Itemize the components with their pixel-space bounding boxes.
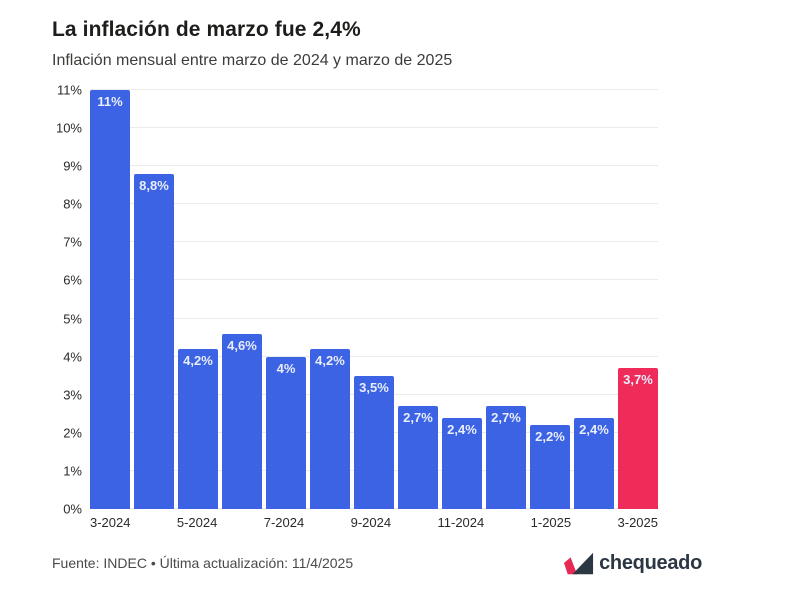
- bar-slot: 4,6%: [222, 90, 262, 509]
- logo: chequeado: [564, 550, 702, 576]
- y-tick-label: 1%: [63, 463, 82, 479]
- bar-slot: 2,2%: [530, 90, 570, 509]
- bar: 11%: [90, 90, 130, 509]
- bar-slot: 2,4%: [574, 90, 614, 509]
- bar-slot: 2,4%: [442, 90, 482, 509]
- bar: 4,2%: [178, 349, 218, 509]
- bar-slot: 3,5%: [354, 90, 394, 509]
- bar-value-label: 2,2%: [535, 429, 565, 445]
- bar-value-label: 3,7%: [623, 372, 653, 388]
- x-tick-label: 1-2025: [530, 515, 572, 530]
- x-tick-label: 3-2025: [617, 515, 658, 530]
- x-tick-label: 11-2024: [437, 515, 485, 530]
- y-tick-label: 9%: [63, 158, 82, 174]
- gridline: [90, 241, 658, 243]
- bar-value-label: 2,4%: [447, 421, 477, 437]
- plot-area: 11% 8,8% 4,2% 4,6% 4% 4,2% 3,5% 2,7% 2,4% 2,7% 2,2…: [90, 89, 658, 509]
- x-tick-label: 3-2024: [90, 515, 131, 530]
- bar-slot: 4,2%: [178, 90, 218, 509]
- y-tick-label: 8%: [63, 196, 82, 212]
- page-title: La inflación de marzo fue 2,4%: [52, 18, 361, 41]
- x-tick-label: [395, 515, 433, 530]
- gridline: [90, 203, 658, 205]
- bar: 4%: [266, 356, 306, 509]
- bar-value-label: 2,7%: [403, 410, 433, 426]
- y-tick-label: 7%: [63, 234, 82, 250]
- gridline: [90, 355, 658, 357]
- y-axis: 0% 1% 2% 3% 4% 5% 6% 7% 8% 9% 10% 11%: [52, 83, 82, 517]
- bar: 4,6%: [222, 333, 262, 509]
- bar-value-label: 2,7%: [491, 410, 521, 426]
- y-tick-label: 11%: [56, 82, 82, 98]
- bar-value-label: 4%: [276, 360, 296, 376]
- footer: Fuente: INDEC • Última actualización: 11…: [52, 550, 702, 576]
- x-tick-label: [221, 515, 259, 530]
- bar: 2,4%: [574, 417, 614, 509]
- bar-slot: 2,7%: [486, 90, 526, 509]
- bars-row: 11% 8,8% 4,2% 4,6% 4% 4,2% 3,5% 2,7% 2,4% 2,7% 2,2…: [90, 90, 658, 509]
- check-icon: [564, 550, 594, 576]
- y-tick-label: 2%: [63, 425, 82, 441]
- bar: 2,7%: [486, 406, 526, 509]
- bar-value-label: 4,2%: [183, 353, 213, 369]
- bar: 3,7%: [618, 368, 658, 509]
- y-tick-label: 5%: [63, 311, 82, 327]
- check-icon-right-stroke: [572, 552, 594, 575]
- gridline: [90, 127, 658, 129]
- bar: 4,2%: [310, 349, 350, 509]
- x-tick-label: [134, 515, 172, 530]
- x-tick-label: 7-2024: [263, 515, 305, 530]
- y-tick-label: 0%: [63, 501, 82, 517]
- bar: 3,5%: [354, 375, 394, 509]
- y-tick-label: 4%: [63, 349, 82, 365]
- y-tick-label: 3%: [63, 387, 82, 403]
- bar-value-label: 4,2%: [315, 353, 345, 369]
- x-tick-label: 9-2024: [350, 515, 392, 530]
- bar-slot: 11%: [90, 90, 130, 509]
- bar-slot: 8,8%: [134, 90, 174, 509]
- x-tick-label: [575, 515, 613, 530]
- y-tick-label: 10%: [55, 120, 82, 136]
- bar-value-label: 4,6%: [227, 337, 257, 353]
- bar: 2,2%: [530, 425, 570, 509]
- gridline: [90, 317, 658, 319]
- page: La inflación de marzo fue 2,4% Inflación…: [52, 18, 702, 576]
- bar-slot: 4%: [266, 90, 306, 509]
- bar-value-label: 2,4%: [579, 421, 609, 437]
- source-text: Fuente: INDEC • Última actualización: 11…: [52, 555, 354, 571]
- x-tick-label: [308, 515, 346, 530]
- bar-value-label: 3,5%: [359, 379, 389, 395]
- bar: 2,7%: [398, 406, 438, 509]
- logo-text: chequeado: [599, 551, 702, 574]
- check-icon-left-stroke: [564, 557, 578, 575]
- bar-value-label: 8,8%: [139, 177, 169, 193]
- y-tick-label: 6%: [63, 272, 82, 288]
- x-tick-label: [488, 515, 526, 530]
- bar-slot: 4,2%: [310, 90, 350, 509]
- bar-chart: 0% 1% 2% 3% 4% 5% 6% 7% 8% 9% 10% 11% 11% 8,8% 4,2% 4,…: [52, 83, 658, 517]
- gridline: [90, 279, 658, 281]
- bar-value-label: 11%: [97, 94, 123, 109]
- x-tick-label: 5-2024: [176, 515, 218, 530]
- x-axis: 3-2024 5-2024 7-2024 9-2024 11-2024 1-2025 3-2…: [90, 515, 658, 530]
- bar-slot: 3,7%: [618, 90, 658, 509]
- bar-slot: 2,7%: [398, 90, 438, 509]
- gridline: [90, 89, 658, 90]
- gridline: [90, 165, 658, 167]
- bar: 2,4%: [442, 417, 482, 509]
- page-subtitle: Inflación mensual entre marzo de 2024 y …: [52, 52, 453, 69]
- bar: 8,8%: [134, 173, 174, 509]
